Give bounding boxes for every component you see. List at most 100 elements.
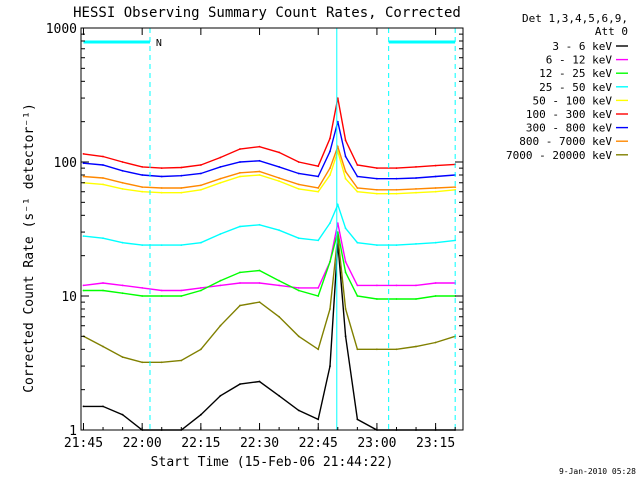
series-line-5 — [83, 97, 456, 169]
data-point-6-19 — [415, 177, 417, 179]
data-point-0-12 — [317, 418, 320, 421]
data-point-8-16 — [356, 348, 359, 351]
data-point-5-7 — [219, 156, 222, 159]
data-point-7-20 — [434, 187, 437, 189]
data-point-1-1 — [102, 282, 104, 284]
data-point-7-14 — [336, 145, 339, 148]
data-point-3-9 — [258, 223, 261, 226]
night-overlays: N — [83, 28, 456, 430]
data-point-2-18 — [395, 298, 398, 300]
data-point-0-2 — [121, 413, 124, 416]
data-point-8-4 — [160, 361, 163, 364]
data-point-3-10 — [278, 229, 280, 232]
data-point-5-13 — [329, 137, 331, 140]
data-point-7-19 — [415, 188, 417, 190]
data-point-4-2 — [121, 188, 124, 190]
data-point-4-6 — [200, 188, 202, 191]
data-point-4-10 — [278, 180, 280, 183]
data-point-1-17 — [376, 284, 378, 287]
data-point-3-3 — [141, 244, 144, 247]
data-point-6-7 — [219, 166, 222, 168]
data-point-0-1 — [102, 405, 104, 408]
data-point-5-4 — [160, 167, 163, 170]
data-point-8-7 — [219, 324, 222, 327]
data-point-7-11 — [297, 183, 300, 186]
series-lines — [82, 97, 457, 431]
data-point-8-18 — [395, 348, 398, 351]
data-point-0-16 — [356, 418, 359, 421]
data-point-3-14 — [336, 203, 339, 206]
data-point-6-5 — [180, 174, 183, 177]
data-point-4-5 — [180, 191, 183, 194]
data-point-4-20 — [434, 190, 437, 193]
data-point-1-11 — [297, 287, 300, 289]
data-point-3-2 — [121, 241, 124, 244]
data-point-8-15 — [344, 308, 347, 310]
data-point-5-9 — [258, 145, 261, 148]
data-point-8-19 — [415, 345, 417, 348]
night-marker-label: N — [156, 38, 162, 49]
data-point-3-12 — [317, 239, 320, 242]
data-point-3-19 — [415, 243, 417, 245]
data-point-7-18 — [395, 188, 398, 191]
data-point-4-7 — [219, 181, 222, 184]
data-point-5-11 — [297, 161, 300, 163]
legend-label-2: 12 - 25 keV — [539, 67, 612, 80]
data-point-7-21 — [454, 186, 457, 189]
data-point-1-7 — [219, 284, 222, 287]
data-point-0-15 — [344, 335, 347, 338]
data-point-3-0 — [82, 235, 85, 238]
legend-label-8: 7000 - 20000 keV — [506, 149, 612, 162]
data-point-4-18 — [395, 192, 398, 195]
data-point-7-6 — [200, 184, 202, 187]
y-axis-label: Corrected Count Rate (s⁻¹ detector⁻¹) — [22, 103, 37, 393]
data-point-2-17 — [376, 298, 378, 300]
data-point-4-11 — [297, 188, 300, 190]
data-point-3-15 — [344, 227, 347, 230]
x-tick-label-6: 23:15 — [416, 436, 455, 451]
data-point-6-11 — [297, 172, 300, 175]
data-point-7-10 — [278, 177, 280, 179]
data-point-7-7 — [219, 177, 222, 180]
data-point-3-6 — [200, 241, 202, 244]
y-tick-label-1: 10 — [61, 290, 77, 305]
data-point-3-5 — [180, 244, 183, 247]
data-point-0-0 — [82, 405, 85, 408]
data-point-7-17 — [376, 188, 378, 191]
data-point-5-6 — [200, 164, 202, 166]
data-point-1-10 — [278, 284, 280, 287]
data-point-1-8 — [239, 282, 241, 284]
data-point-5-0 — [82, 153, 85, 155]
series-line-4 — [83, 149, 456, 195]
data-point-2-3 — [141, 295, 144, 297]
data-point-3-16 — [356, 241, 359, 244]
data-point-2-4 — [160, 295, 163, 297]
data-point-0-7 — [219, 394, 222, 397]
data-point-0-10 — [278, 394, 280, 397]
data-point-8-3 — [141, 361, 144, 364]
data-point-1-19 — [415, 284, 417, 287]
data-point-8-2 — [121, 356, 124, 358]
data-point-1-5 — [180, 289, 183, 292]
data-point-7-1 — [102, 177, 104, 179]
data-point-7-8 — [239, 171, 241, 174]
data-point-8-12 — [317, 348, 320, 351]
data-point-1-3 — [141, 287, 144, 289]
x-tick-label-0: 21:45 — [64, 436, 103, 451]
data-point-6-1 — [102, 164, 104, 166]
series-line-1 — [83, 222, 456, 292]
data-point-4-12 — [317, 190, 320, 193]
data-point-7-12 — [317, 187, 320, 189]
data-point-1-18 — [395, 284, 398, 287]
data-point-1-9 — [258, 282, 261, 284]
data-point-7-5 — [180, 187, 183, 189]
data-point-8-14 — [336, 235, 339, 238]
data-point-2-13 — [329, 260, 331, 263]
data-point-5-3 — [141, 166, 144, 168]
data-point-4-14 — [336, 150, 339, 153]
data-point-6-14 — [336, 120, 339, 123]
data-point-2-0 — [82, 289, 85, 292]
data-point-5-16 — [356, 164, 359, 166]
